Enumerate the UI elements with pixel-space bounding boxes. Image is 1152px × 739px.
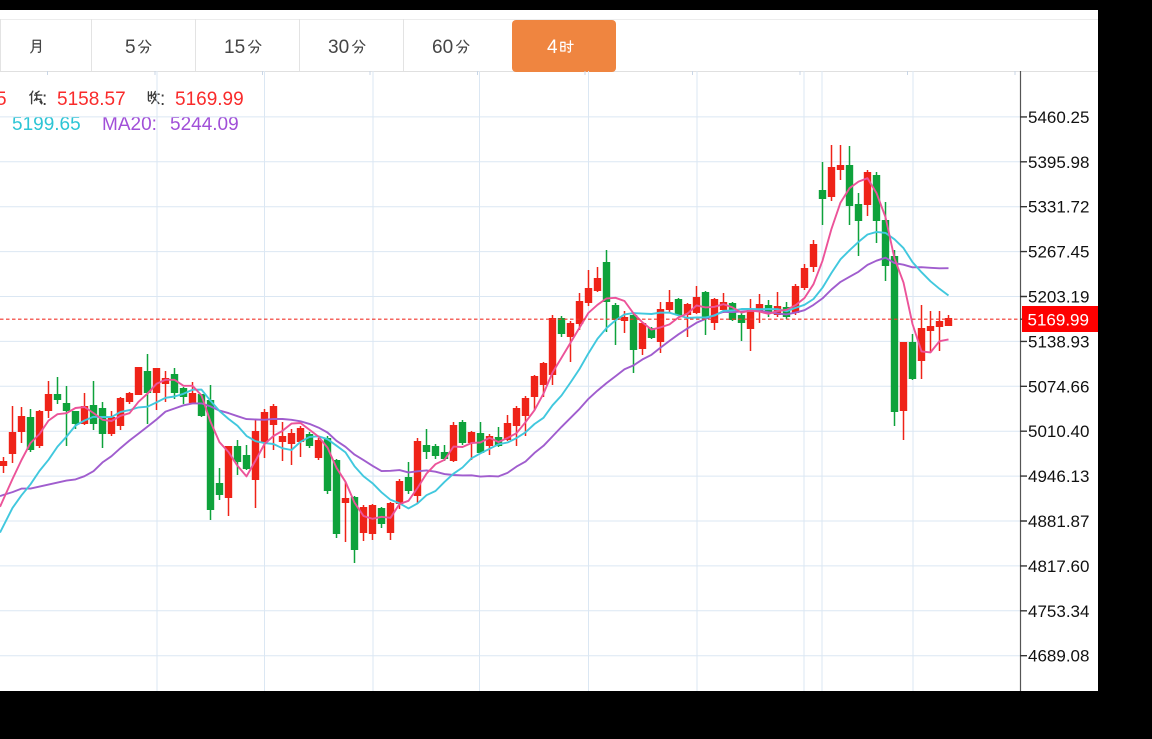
svg-text:5010.40: 5010.40 [1028,422,1089,441]
svg-text:5460.25: 5460.25 [1028,108,1089,127]
svg-text:5267.45: 5267.45 [1028,243,1089,262]
svg-text:5395.98: 5395.98 [1028,153,1089,172]
svg-text:5074.66: 5074.66 [1028,377,1089,396]
svg-text:4881.87: 4881.87 [1028,512,1089,531]
svg-text:5169.99: 5169.99 [1028,311,1089,330]
svg-text:5331.72: 5331.72 [1028,198,1089,217]
svg-text:4689.08: 4689.08 [1028,647,1089,666]
svg-text:5138.93: 5138.93 [1028,332,1089,351]
svg-text:4817.60: 4817.60 [1028,557,1089,576]
svg-text:4753.34: 4753.34 [1028,602,1089,621]
svg-text:4946.13: 4946.13 [1028,467,1089,486]
svg-text:5203.19: 5203.19 [1028,288,1089,307]
